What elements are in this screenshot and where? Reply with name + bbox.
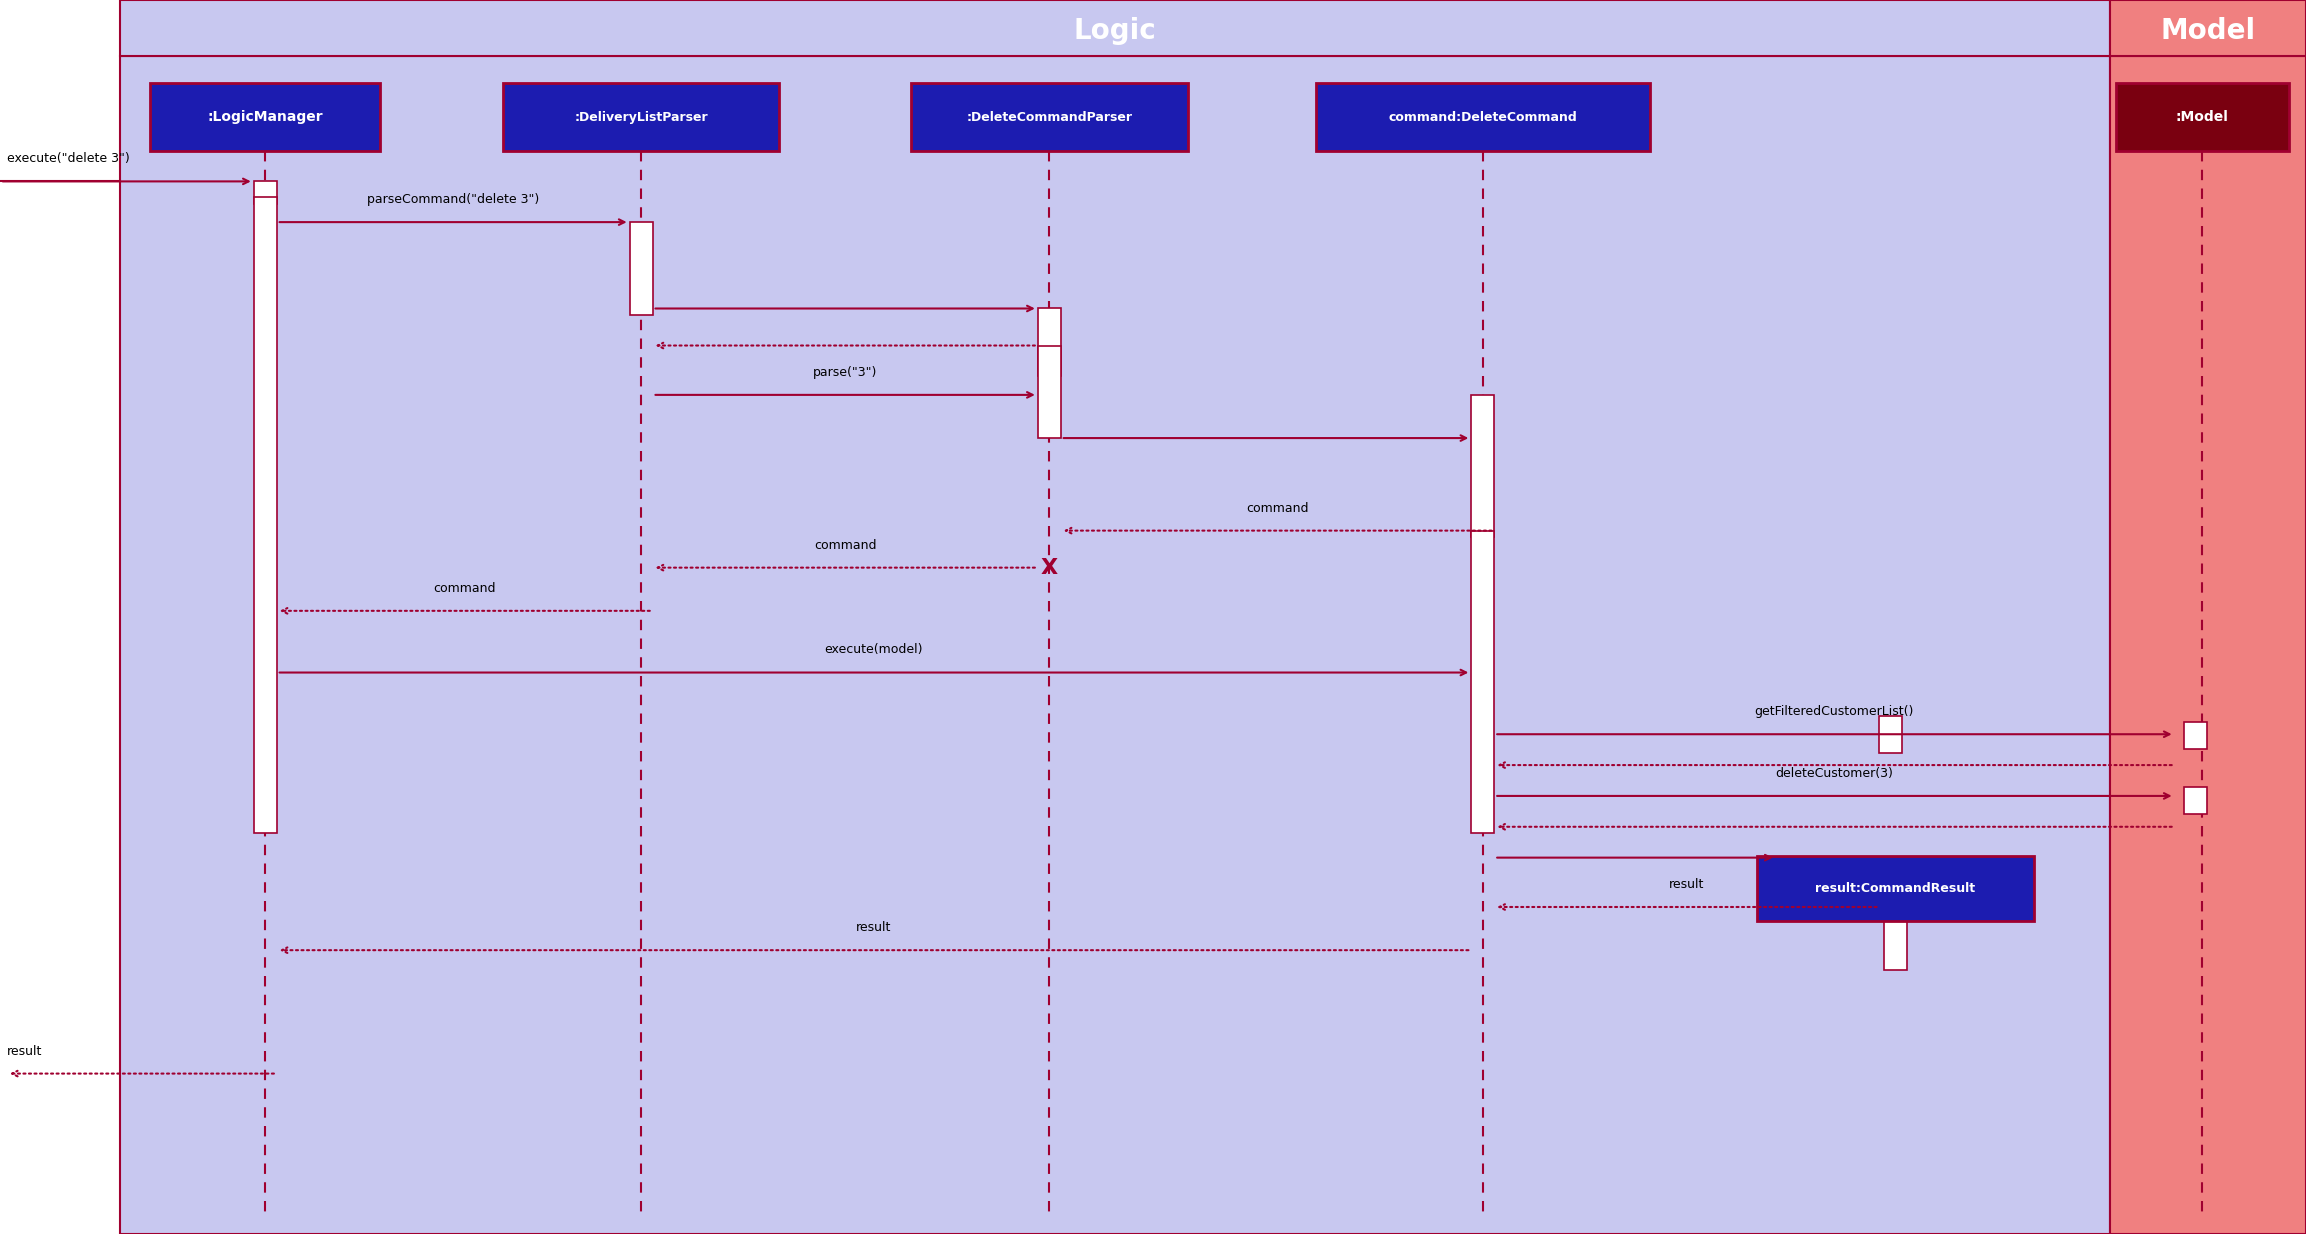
Text: parseCommand("delete 3"): parseCommand("delete 3") bbox=[367, 193, 540, 206]
Text: parse("3"): parse("3") bbox=[814, 365, 876, 379]
Bar bbox=[2117, 83, 2288, 152]
Bar bbox=[630, 222, 653, 315]
Text: Model: Model bbox=[2161, 17, 2255, 44]
Bar bbox=[1314, 83, 1651, 152]
Bar bbox=[911, 83, 1188, 152]
Text: command: command bbox=[814, 538, 876, 552]
Text: result: result bbox=[7, 1044, 42, 1058]
Text: :LogicManager: :LogicManager bbox=[208, 110, 323, 125]
Bar bbox=[1471, 531, 1494, 833]
Text: :DeleteCommandParser: :DeleteCommandParser bbox=[966, 111, 1132, 123]
Text: command: command bbox=[434, 581, 496, 595]
Text: result: result bbox=[856, 921, 892, 934]
Bar bbox=[1471, 395, 1494, 537]
Text: execute(model): execute(model) bbox=[826, 643, 922, 656]
Text: :Model: :Model bbox=[2177, 110, 2228, 125]
Bar bbox=[254, 181, 277, 204]
Bar bbox=[2110, 0, 2306, 56]
Text: getFilteredCustomerList(): getFilteredCustomerList() bbox=[1755, 705, 1914, 718]
Text: Logic: Logic bbox=[1075, 17, 1155, 44]
Text: command:DeleteCommand: command:DeleteCommand bbox=[1388, 111, 1577, 123]
Text: execute("delete 3"): execute("delete 3") bbox=[7, 152, 129, 165]
Bar bbox=[254, 197, 277, 833]
Bar bbox=[1884, 921, 1907, 970]
Bar bbox=[2110, 56, 2306, 1234]
Text: X: X bbox=[1040, 558, 1058, 578]
Text: deleteCustomer(3): deleteCustomer(3) bbox=[1776, 766, 1893, 780]
Bar bbox=[150, 83, 380, 152]
Text: result: result bbox=[1670, 877, 1704, 891]
Bar bbox=[503, 83, 779, 152]
Text: result:CommandResult: result:CommandResult bbox=[1815, 882, 1976, 895]
Bar bbox=[2184, 787, 2207, 814]
Bar bbox=[1757, 856, 2034, 921]
Bar bbox=[2184, 722, 2207, 749]
Bar bbox=[120, 56, 2110, 1234]
Text: command: command bbox=[1245, 501, 1310, 515]
Bar bbox=[1879, 716, 1902, 753]
Text: :DeliveryListParser: :DeliveryListParser bbox=[574, 111, 708, 123]
Bar bbox=[120, 0, 2110, 56]
Bar bbox=[1038, 346, 1061, 438]
Bar bbox=[1038, 308, 1061, 376]
